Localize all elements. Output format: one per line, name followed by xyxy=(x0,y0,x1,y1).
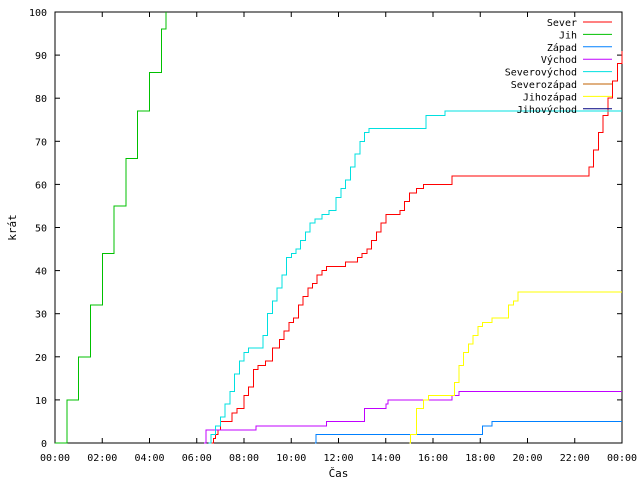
x-tick-label: 20:00 xyxy=(512,453,542,464)
x-tick-label: 00:00 xyxy=(40,453,70,464)
x-tick-label: 04:00 xyxy=(134,453,164,464)
y-tick-label: 10 xyxy=(35,396,47,407)
legend-label: Západ xyxy=(547,42,577,54)
legend-label: Severovýchod xyxy=(505,67,577,79)
y-tick-label: 30 xyxy=(35,310,47,321)
x-axis-title: Čas xyxy=(329,467,349,480)
legend-label: Jihozápad xyxy=(523,91,577,103)
series-line-3 xyxy=(203,390,622,444)
y-tick-label: 50 xyxy=(35,224,47,235)
legend-label: Sever xyxy=(547,18,577,29)
y-tick-label: 90 xyxy=(35,51,47,62)
x-tick-label: 14:00 xyxy=(371,453,401,464)
y-tick-label: 80 xyxy=(35,94,47,105)
x-tick-label: 22:00 xyxy=(560,453,590,464)
legend-label: Jih xyxy=(559,30,577,41)
series-line-2 xyxy=(314,420,622,444)
legend-label: Jihovýchod xyxy=(517,104,577,116)
x-tick-label: 00:00 xyxy=(607,453,637,464)
series-line-1 xyxy=(55,12,167,444)
legend-label: Východ xyxy=(541,54,577,66)
y-tick-label: 70 xyxy=(35,137,47,148)
series-line-4 xyxy=(208,110,622,444)
y-tick-label: 20 xyxy=(35,353,47,364)
x-tick-label: 08:00 xyxy=(229,453,259,464)
x-tick-label: 18:00 xyxy=(465,453,495,464)
legend-label: Severozápad xyxy=(511,79,577,91)
x-tick-label: 12:00 xyxy=(323,453,353,464)
y-tick-label: 60 xyxy=(35,180,47,191)
series-line-6 xyxy=(409,291,622,444)
y-tick-label: 0 xyxy=(41,439,47,450)
y-tick-label: 100 xyxy=(29,8,47,19)
series-line-0 xyxy=(210,50,623,444)
x-tick-label: 16:00 xyxy=(418,453,448,464)
x-tick-label: 02:00 xyxy=(87,453,117,464)
y-tick-label: 40 xyxy=(35,267,47,278)
series-lines xyxy=(55,12,623,444)
y-axis-title: krát xyxy=(6,214,19,241)
legend: SeverJihZápadVýchodSeverovýchodSeverozáp… xyxy=(505,18,612,116)
axis-ticks: 0 10 20 30 40 50 60 70 80 90 100 00:00 02:00 04:00 06:… xyxy=(29,8,637,464)
x-tick-label: 10:00 xyxy=(276,453,306,464)
x-tick-label: 06:00 xyxy=(182,453,212,464)
